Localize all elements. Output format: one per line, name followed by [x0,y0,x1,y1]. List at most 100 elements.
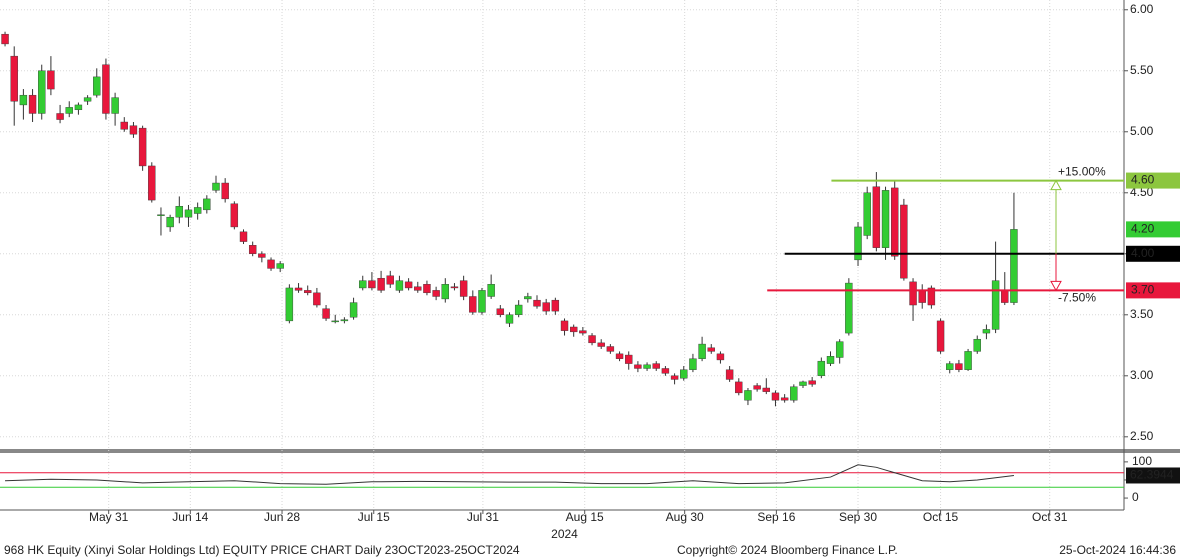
y-tick-label: 6.00 [1130,2,1154,16]
candle-body [891,187,899,257]
footer-right: 25-Oct-2024 16:44:36 [1059,543,1176,557]
candle-body [487,284,495,297]
candle-body [212,182,220,191]
candle-body [377,277,385,291]
candle-body [111,97,119,114]
candle-body [854,226,862,261]
candle-body [459,280,468,297]
candle-body [799,381,807,386]
last-price-badge [1126,221,1180,238]
candle-body [349,302,358,318]
candle-body [359,280,367,289]
candle-body [404,281,413,289]
candle-body [1001,290,1009,303]
candle-body [753,385,761,390]
candle-body [744,390,752,401]
candle-body [982,329,991,334]
candle-body [606,346,615,352]
candle-body [386,275,394,285]
candle-body [285,287,294,322]
candle-body [735,381,743,394]
candle-body [221,182,229,200]
candle-body [560,320,569,331]
candle-body [625,354,633,364]
candle-body [698,343,706,359]
candle-body [10,55,18,102]
candle-body [19,94,28,106]
candle-body [193,207,202,214]
candle-body [74,104,83,111]
y-tick-label: 3.50 [1130,307,1154,321]
y-tick-label: 5.00 [1130,124,1154,138]
candle-body [533,299,541,307]
candle-body [294,287,303,291]
candle-body [239,231,248,242]
level-note: -7.50% [1058,291,1096,305]
candle-body [551,299,560,312]
x-tick-label: Jul 15 [358,510,390,524]
candle-body [817,360,826,376]
x-tick-label: Jun 28 [264,510,300,524]
candle-body [725,369,734,380]
candle-body [38,70,46,114]
candle-body [680,369,688,379]
candle-body [652,363,660,369]
candle-body [166,216,174,228]
candle-body [157,214,165,216]
candle-body [450,286,459,289]
level-label: 4.00 [1131,246,1155,260]
rsi-last-badge [1126,467,1180,484]
candle-body [102,64,110,114]
y-tick-label: 2.50 [1130,429,1154,443]
candle-body [395,280,404,291]
candle-body [569,326,578,333]
candle-body [331,320,339,323]
candle-body [1,33,9,45]
candle-body [615,353,624,359]
x-tick-label: Jul 31 [467,510,499,524]
candle-body [946,363,954,370]
candle-body [120,121,128,130]
candle-body [762,387,771,392]
candle-body [597,342,605,347]
rsi-tick-label: 100 [1132,454,1152,468]
candle-body [83,97,92,102]
x-tick-label: Aug 30 [666,510,704,524]
candle-body [790,386,798,401]
candle-body [707,347,715,352]
year-label: 2024 [551,527,578,541]
candle-body [588,335,596,344]
candle-body [542,302,550,312]
candle-body [643,364,651,369]
candle-body [65,107,73,114]
candle-body [881,190,890,248]
rsi-tick-label: 0 [1132,490,1139,504]
candle-body [918,290,926,303]
candle-body [368,280,376,289]
candle-body [991,280,1000,330]
candle-body [505,314,514,324]
candle-body [826,356,835,364]
candle-body [973,338,981,352]
last-price-label: 4.20 [1131,222,1155,236]
x-tick-label: May 31 [89,510,129,524]
candle-body [276,263,284,269]
candle-body [469,296,477,313]
x-tick-label: Oct 15 [923,510,959,524]
candle-body [863,192,871,236]
x-tick-label: Sep 30 [839,510,877,524]
x-tick-label: Aug 15 [566,510,604,524]
candle-body [496,308,505,315]
candle-body [230,203,239,228]
candle-body [340,319,349,322]
level-badge [1126,172,1180,189]
candle-body [478,290,486,313]
candle-body [432,290,440,297]
candle-body [661,368,670,374]
candle-body [780,397,789,401]
footer-left: 968 HK Equity (Xinyi Solar Holdings Ltd)… [4,543,520,557]
candle-body [28,94,37,114]
rsi-line [5,464,1015,485]
footer-center: Copyright© 2024 Bloomberg Finance L.P. [677,543,898,557]
